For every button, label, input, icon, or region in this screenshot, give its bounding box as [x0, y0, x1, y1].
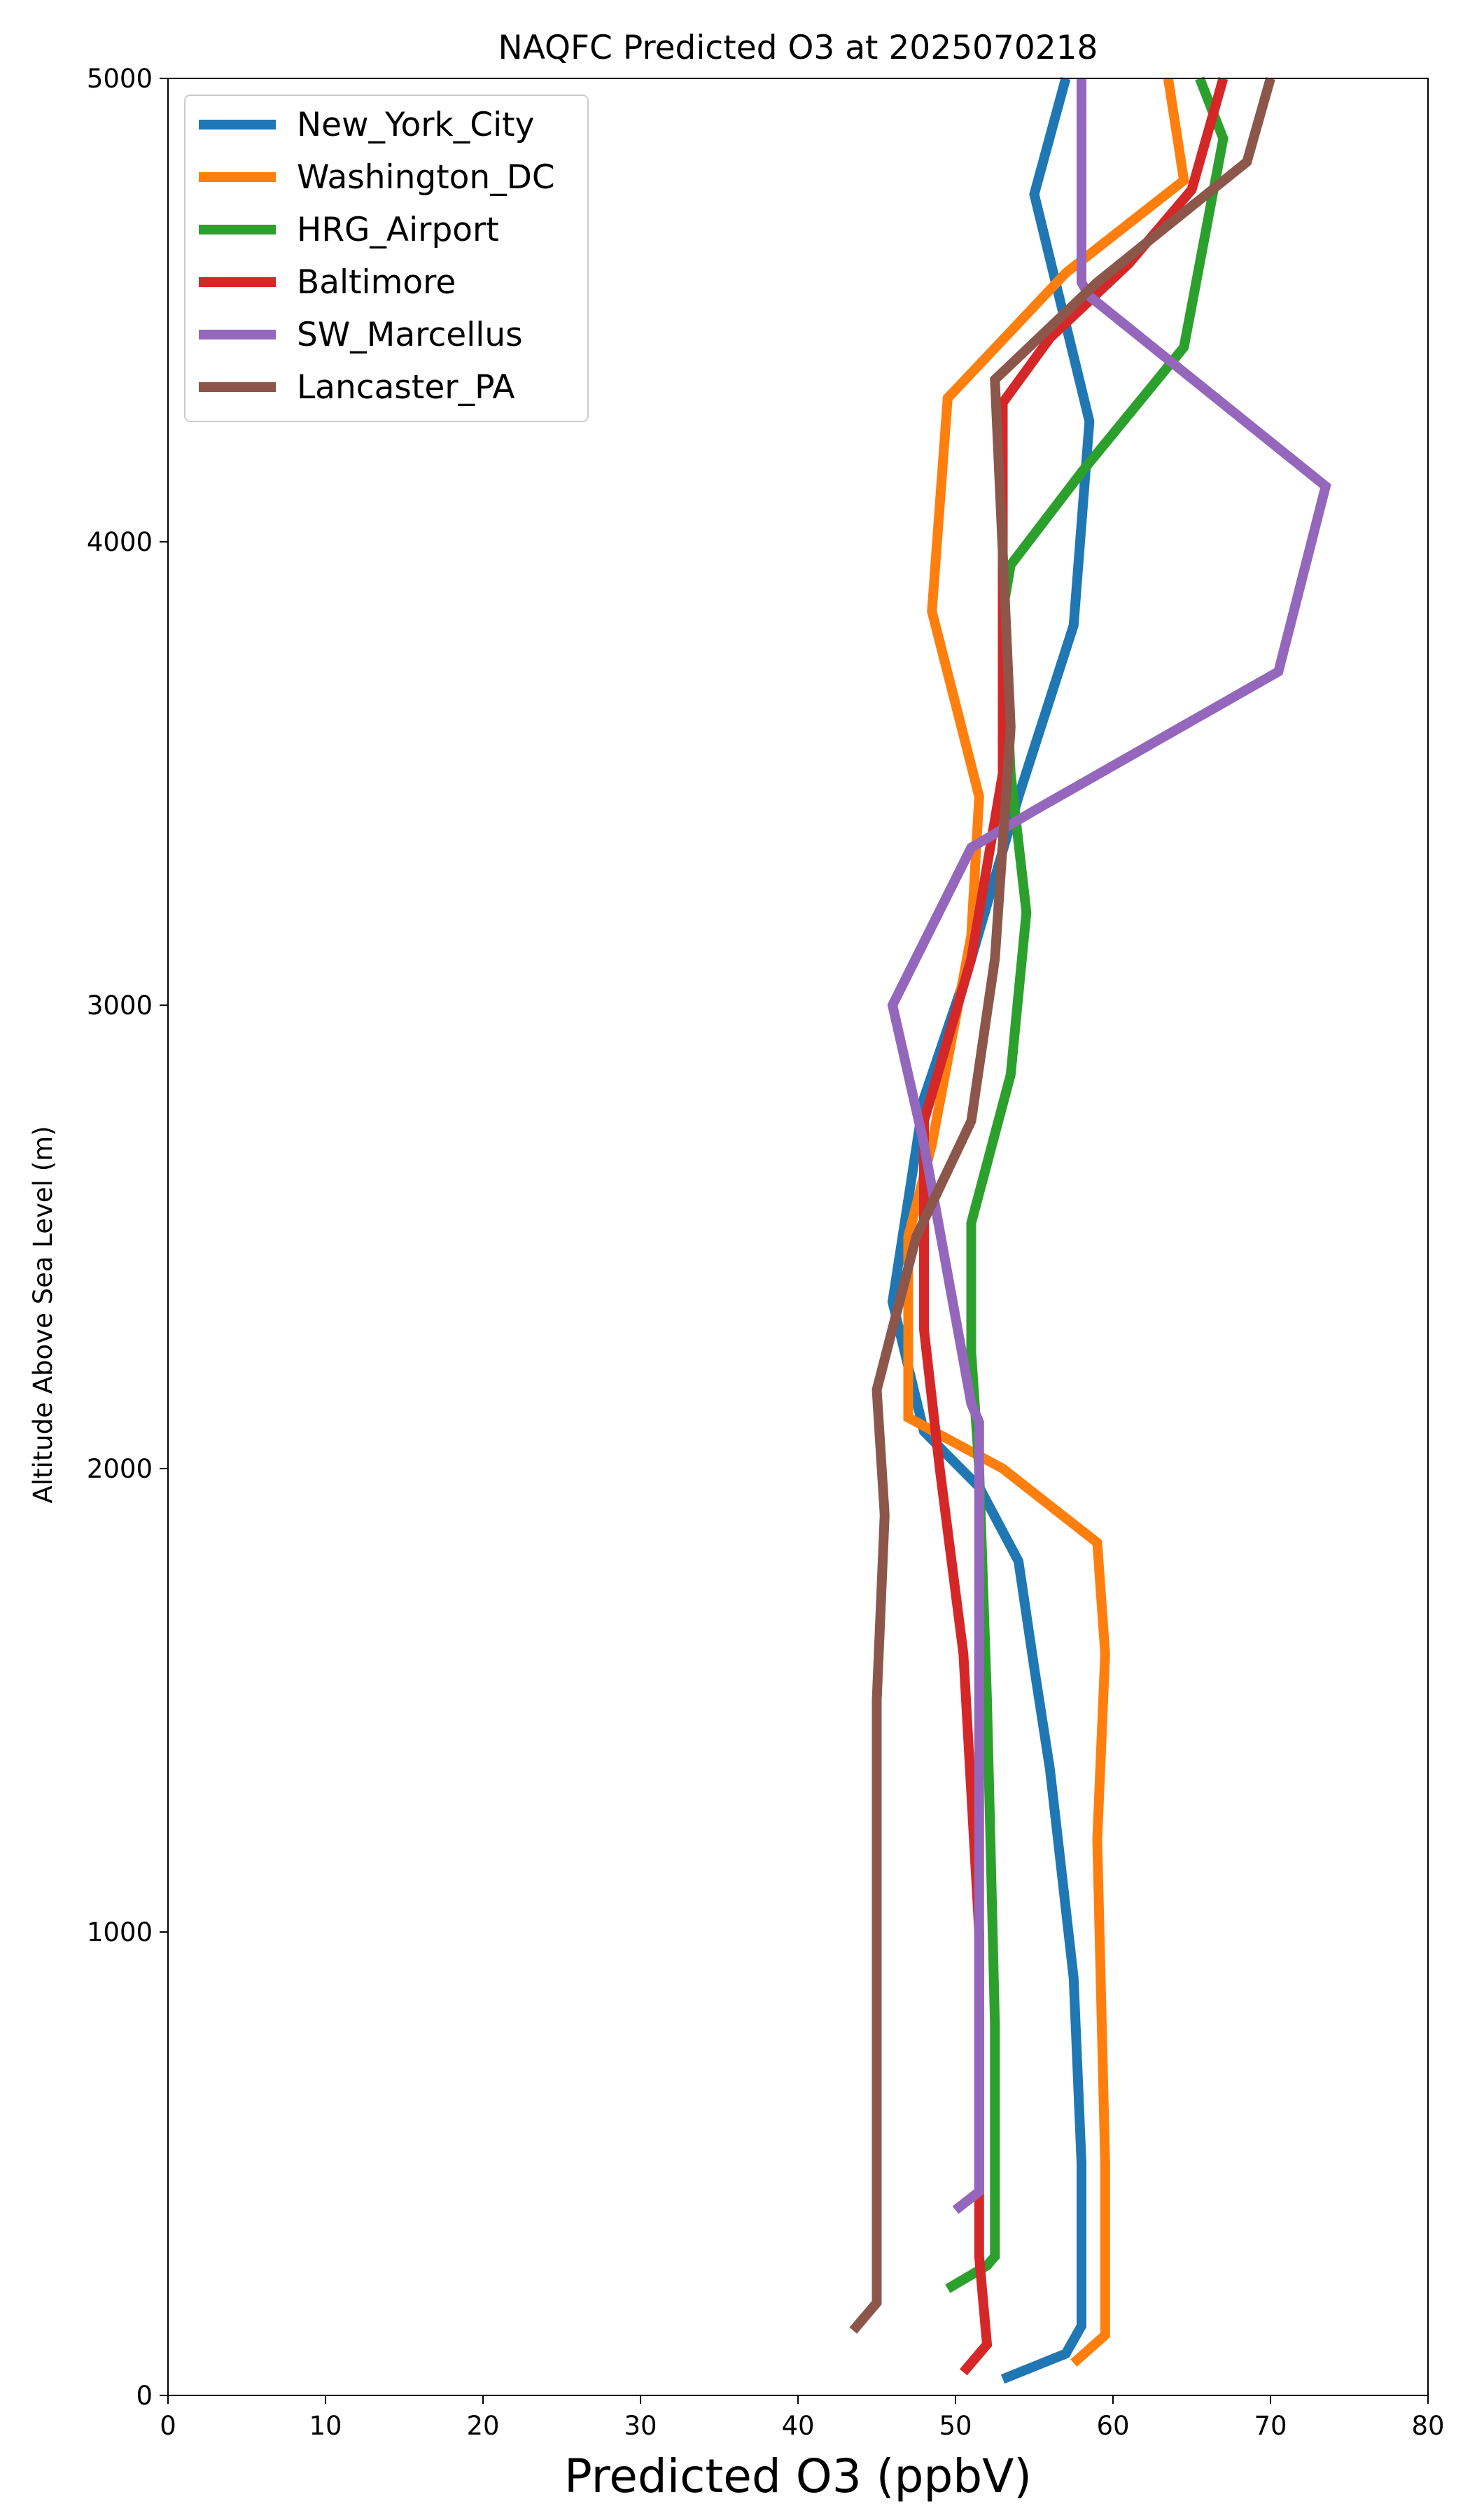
- series-line-lancaster-pa: [849, 77, 1275, 2334]
- y-tick-label: 0: [136, 2381, 153, 2411]
- x-tick-label: 20: [466, 2411, 499, 2441]
- chart-title: NAQFC Predicted O3 at 2025070218: [498, 29, 1098, 67]
- x-tick-label: 60: [1096, 2411, 1129, 2441]
- series-layer: [849, 76, 1331, 2384]
- y-axis-ticks: 0 1000 2000 3000 4000 5000: [87, 64, 168, 2411]
- series-line-hrg-airport: [945, 76, 1228, 2293]
- x-tick-label: 50: [939, 2411, 972, 2441]
- y-tick-label: 5000: [87, 64, 153, 94]
- legend-label-washington-dc: Washington_DC: [297, 158, 555, 197]
- y-tick-label: 1000: [87, 1917, 153, 1947]
- series-line-washington-dc: [903, 77, 1189, 2367]
- x-tick-label: 70: [1254, 2411, 1287, 2441]
- x-tick-label: 40: [781, 2411, 814, 2441]
- legend-label-lancaster-pa: Lancaster_PA: [297, 368, 515, 407]
- legend: New_York_City Washington_DC HRG_Airport Bal…: [184, 94, 589, 422]
- legend-label-sw-marcellus: SW_Marcellus: [297, 316, 523, 354]
- y-tick-label: 2000: [87, 1454, 153, 1484]
- plot-frame: [167, 78, 1429, 2396]
- x-tick-label: 80: [1411, 2411, 1444, 2441]
- x-axis-label: Predicted O3 (ppbV): [564, 2449, 1032, 2503]
- x-tick-label: 0: [160, 2411, 176, 2441]
- legend-box: [184, 94, 589, 422]
- y-tick-label: 3000: [87, 990, 153, 1021]
- y-axis-label: Altitude Above Sea Level (m): [28, 1126, 58, 1503]
- legend-label-baltimore: Baltimore: [297, 263, 456, 302]
- legend-label-new-york-city: New_York_City: [297, 106, 534, 144]
- x-axis-ticks: 0 10 20 30 40 50 60 70 80: [160, 2395, 1445, 2441]
- y-tick-label: 4000: [87, 527, 153, 557]
- legend-label-hrg-airport: HRG_Airport: [297, 211, 499, 249]
- x-tick-label: 30: [624, 2411, 657, 2441]
- x-tick-label: 10: [309, 2411, 342, 2441]
